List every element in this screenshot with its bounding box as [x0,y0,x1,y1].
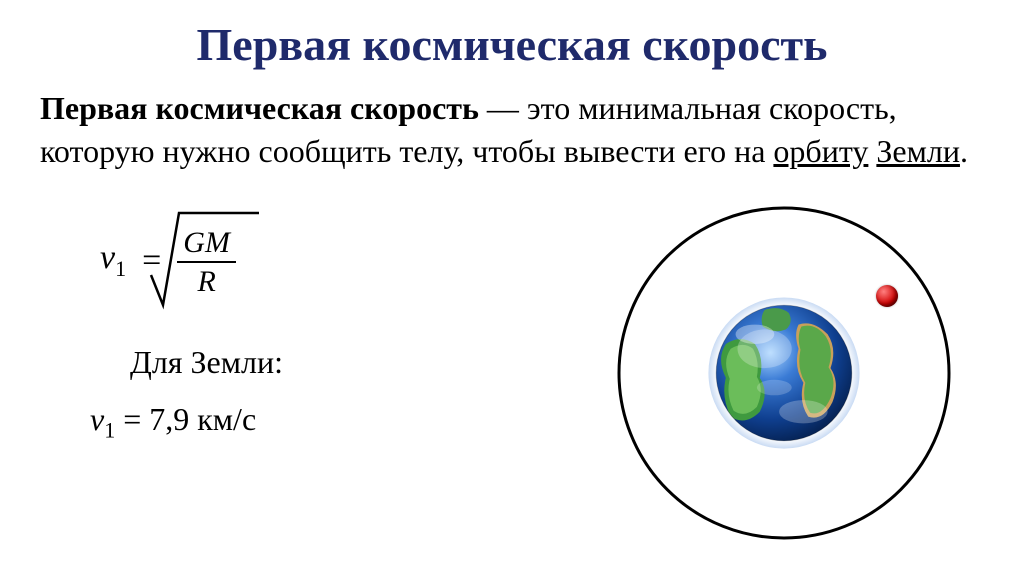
value-unit: км/с [197,401,256,437]
definition-link1[interactable]: орбиту [773,133,868,169]
earth-icon [707,296,862,451]
right-column [584,203,984,543]
sqrt-icon [149,205,269,315]
formula-lhs: v1 [100,239,126,282]
formula-var: v [100,239,115,276]
formula-sqrt: GM R [171,223,244,298]
formula-main: v1 = GM R [100,223,584,298]
value-sub: 1 [104,418,115,443]
formula-sub: 1 [115,256,126,281]
orbit-diagram [614,203,954,543]
value-var: v [90,401,104,437]
content-row: v1 = GM R Для Земли: v1 = 7,9 км/с [40,203,984,543]
definition-link2[interactable]: Земли [876,133,960,169]
definition-period: . [960,133,968,169]
page-title: Первая космическая скорость [40,18,984,71]
value-line: v1 = 7,9 км/с [90,401,584,443]
value-number: 7,9 [149,401,197,437]
left-column: v1 = GM R Для Земли: v1 = 7,9 км/с [40,203,584,443]
slide-container: Первая космическая скорость Первая косми… [0,0,1024,573]
definition-paragraph: Первая космическая скорость — это минима… [40,87,984,173]
value-equals: = [115,401,149,437]
definition-term: Первая космическая скорость [40,90,479,126]
definition-dash: — [479,90,527,126]
for-earth-label: Для Земли: [130,344,584,381]
